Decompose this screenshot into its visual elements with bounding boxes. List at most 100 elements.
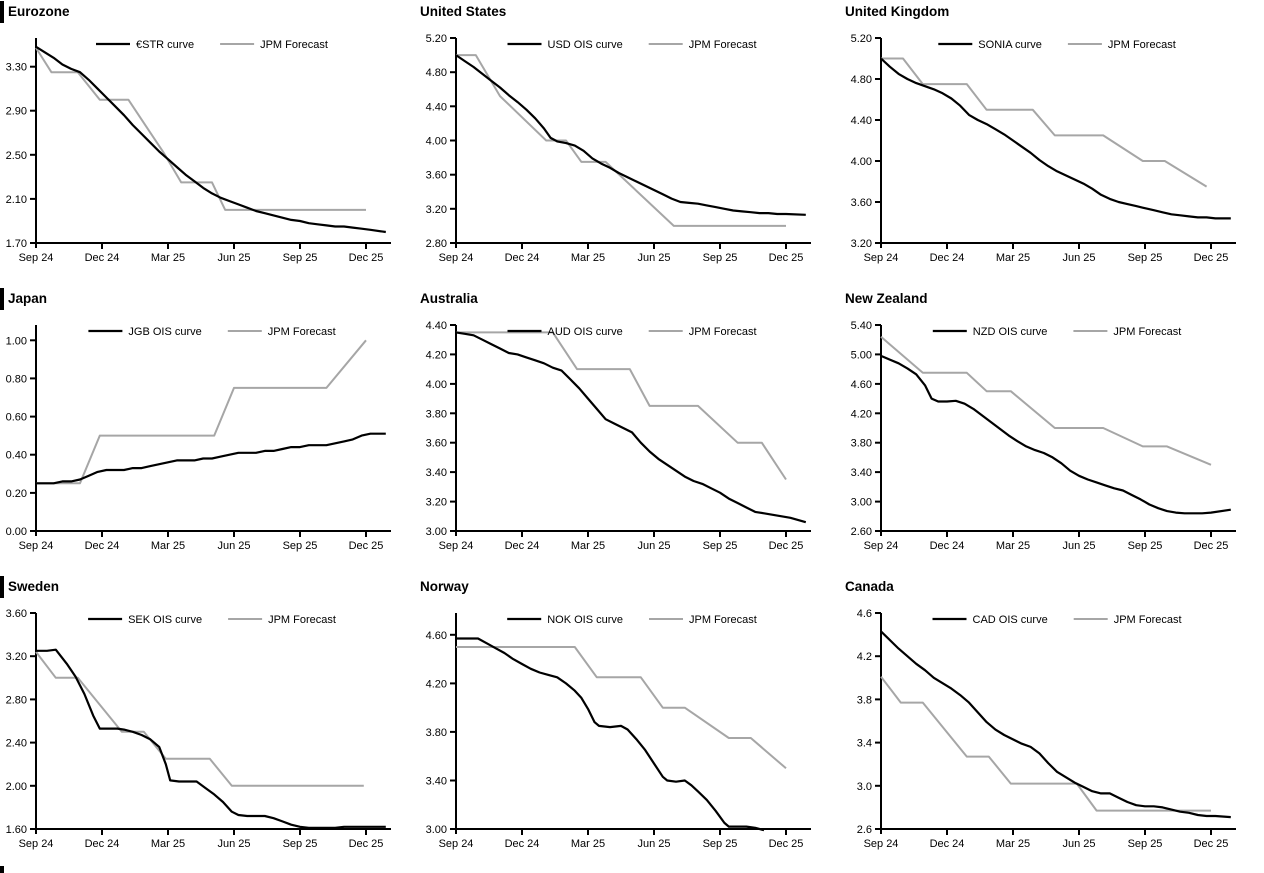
y-tick-label: 2.80 bbox=[426, 238, 447, 250]
y-tick-label: 3.60 bbox=[851, 197, 872, 209]
legend-item: JPM Forecast bbox=[649, 614, 757, 626]
y-tick-label: 3.20 bbox=[851, 238, 872, 250]
x-tick-label: Mar 25 bbox=[151, 838, 185, 850]
chart-header: Eurozone bbox=[0, 0, 420, 24]
chart-header: United Kingdom bbox=[845, 0, 1264, 24]
y-tick-label: 2.00 bbox=[6, 781, 27, 793]
y-tick-label: 0.80 bbox=[6, 373, 27, 385]
legend-label: SONIA curve bbox=[978, 39, 1042, 51]
legend-item: €STR curve bbox=[96, 39, 194, 51]
x-tick-label: Jun 25 bbox=[1062, 838, 1095, 850]
y-tick-label: 4.20 bbox=[851, 408, 872, 420]
chart-header: Australia bbox=[420, 287, 845, 311]
y-tick-label: 2.80 bbox=[6, 694, 27, 706]
chart-canada: Canada 2.6 3.0 3.4 3.8 4.2 4.6 Sep 24 Dec 24 Mar… bbox=[845, 575, 1264, 873]
y-tick-label: 3.00 bbox=[426, 526, 447, 538]
forecast-line bbox=[35, 651, 364, 787]
line-chart: 2.60 3.00 3.40 3.80 4.20 4.60 5.00 5.40 Sep 24 De… bbox=[851, 320, 1236, 552]
chart-header: Norway bbox=[420, 575, 845, 599]
curve-line bbox=[880, 354, 1231, 515]
y-tick-label: 5.00 bbox=[851, 349, 872, 361]
x-tick-label: Mar 25 bbox=[571, 540, 605, 552]
x-tick-label: Dec 25 bbox=[769, 838, 804, 850]
x-tick-label: Sep 25 bbox=[283, 540, 318, 552]
forecast-line bbox=[456, 646, 787, 770]
x-tick-label: Mar 25 bbox=[996, 838, 1030, 850]
x-tick-label: Sep 25 bbox=[703, 540, 738, 552]
x-tick-label: Mar 25 bbox=[571, 838, 605, 850]
chart-header: Japan bbox=[0, 287, 420, 311]
chart-united-kingdom: United Kingdom 3.20 3.60 4.00 4.40 4.80 5.20 S… bbox=[845, 0, 1264, 287]
legend-label: JPM Forecast bbox=[268, 326, 336, 338]
y-tick-label: 4.00 bbox=[426, 136, 447, 148]
y-tick-label: 4.20 bbox=[426, 349, 447, 361]
curve-line bbox=[880, 630, 1231, 819]
y-tick-label: 3.20 bbox=[426, 204, 447, 216]
legend-label: €STR curve bbox=[136, 39, 194, 51]
legend-label: JPM Forecast bbox=[260, 39, 328, 51]
x-tick-label: Dec 24 bbox=[85, 252, 120, 264]
legend-item: JPM Forecast bbox=[1067, 39, 1176, 51]
line-chart: 0.00 0.20 0.40 0.60 0.80 1.00 Sep 24 Dec 24 Mar … bbox=[6, 325, 391, 552]
x-tick-label: Dec 24 bbox=[930, 838, 965, 850]
y-tick-label: 3.60 bbox=[426, 438, 447, 450]
legend-label: JPM Forecast bbox=[268, 614, 336, 626]
x-tick-label: Dec 24 bbox=[505, 540, 540, 552]
x-tick-label: Sep 25 bbox=[1128, 838, 1163, 850]
y-tick-label: 5.40 bbox=[851, 320, 872, 332]
legend-item: NOK OIS curve bbox=[507, 614, 623, 626]
y-tick-label: 3.80 bbox=[426, 408, 447, 420]
chart-title: Sweden bbox=[8, 579, 60, 594]
curve-line bbox=[35, 45, 386, 234]
y-tick-label: 3.40 bbox=[851, 467, 872, 479]
x-tick-label: Jun 25 bbox=[637, 540, 670, 552]
curve-line bbox=[456, 637, 765, 832]
legend-item: JGB OIS curve bbox=[88, 326, 202, 338]
chart-title: New Zealand bbox=[845, 291, 928, 306]
chart-header: United States bbox=[420, 0, 845, 24]
y-tick-label: 4.2 bbox=[857, 651, 872, 663]
y-tick-label: 4.00 bbox=[426, 379, 447, 391]
y-tick-label: 2.10 bbox=[6, 194, 27, 206]
x-tick-label: Sep 25 bbox=[703, 838, 738, 850]
section-marker-cutoff bbox=[0, 866, 4, 873]
y-tick-label: 3.20 bbox=[6, 651, 27, 663]
line-chart: 3.00 3.40 3.80 4.20 4.60 Sep 24 Dec 24 Mar 25 Ju… bbox=[426, 613, 811, 850]
legend-item: AUD OIS curve bbox=[507, 326, 623, 338]
y-tick-label: 3.30 bbox=[6, 62, 27, 74]
y-tick-label: 4.40 bbox=[426, 320, 447, 332]
x-tick-label: Mar 25 bbox=[151, 540, 185, 552]
curve-line bbox=[455, 331, 807, 524]
y-tick-label: 2.50 bbox=[6, 150, 27, 162]
y-tick-label: 5.20 bbox=[426, 33, 447, 45]
y-tick-label: 3.4 bbox=[857, 738, 872, 750]
line-chart: 3.00 3.20 3.40 3.60 3.80 4.00 4.20 4.40 Sep 24 De… bbox=[426, 320, 811, 552]
x-tick-label: Dec 25 bbox=[349, 838, 384, 850]
x-tick-label: Mar 25 bbox=[571, 252, 605, 264]
y-tick-label: 3.80 bbox=[426, 727, 447, 739]
y-tick-label: 4.20 bbox=[426, 678, 447, 690]
legend-item: JPM Forecast bbox=[648, 326, 757, 338]
legend-item: JPM Forecast bbox=[220, 39, 328, 51]
curve-line bbox=[880, 57, 1231, 220]
x-tick-label: Dec 25 bbox=[1194, 252, 1229, 264]
x-tick-label: Sep 25 bbox=[283, 838, 318, 850]
y-tick-label: 1.60 bbox=[6, 824, 27, 836]
curve-line bbox=[36, 432, 386, 485]
legend-label: NZD OIS curve bbox=[973, 326, 1048, 338]
legend-label: SEK OIS curve bbox=[128, 614, 202, 626]
y-tick-label: 3.60 bbox=[6, 608, 27, 620]
x-tick-label: Dec 24 bbox=[85, 838, 120, 850]
legend-label: JPM Forecast bbox=[689, 614, 757, 626]
x-tick-label: Sep 25 bbox=[1128, 540, 1163, 552]
x-tick-label: Sep 24 bbox=[864, 540, 899, 552]
line-chart: 3.20 3.60 4.00 4.40 4.80 5.20 Sep 24 Dec 24 Mar … bbox=[851, 33, 1236, 264]
chart-header: New Zealand bbox=[845, 287, 1264, 311]
y-tick-label: 3.60 bbox=[426, 170, 447, 182]
y-tick-label: 5.20 bbox=[851, 33, 872, 45]
chart-header: Sweden bbox=[0, 575, 420, 599]
curve-line bbox=[36, 648, 386, 829]
x-tick-label: Sep 24 bbox=[19, 252, 54, 264]
y-tick-label: 4.40 bbox=[426, 101, 447, 113]
